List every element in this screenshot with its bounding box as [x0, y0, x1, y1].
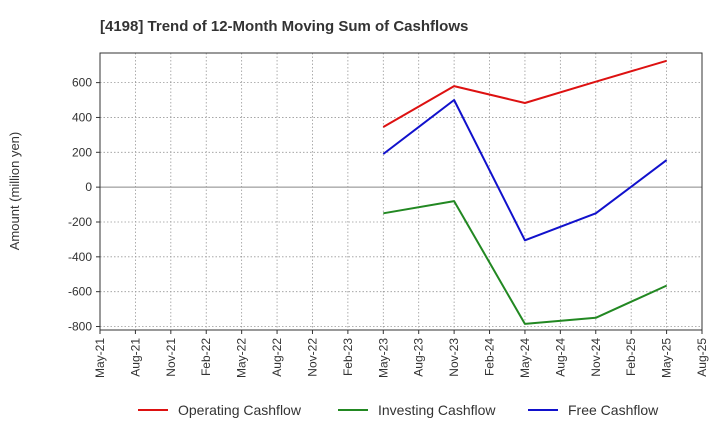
- series-lines: [382, 59, 668, 325]
- y-tick-label: -400: [68, 250, 92, 264]
- x-tick-label: Nov-23: [447, 338, 461, 377]
- x-tick-label: Feb-23: [341, 338, 355, 376]
- x-tick-label: Aug-24: [553, 338, 567, 377]
- legend-label: Operating Cashflow: [178, 402, 302, 418]
- y-tick-label: -800: [68, 320, 92, 334]
- y-tick-label: -600: [68, 285, 92, 299]
- x-tick-label: Feb-25: [624, 338, 638, 376]
- x-tick-label: Aug-25: [695, 338, 709, 377]
- legend: Operating Cashflow Investing Cashflow Free…: [138, 402, 659, 418]
- legend-label: Free Cashflow: [568, 402, 659, 418]
- x-tick-label: Feb-22: [199, 338, 213, 376]
- series-line-investing-cashflow: [383, 200, 668, 325]
- y-tick-label: 600: [72, 76, 92, 90]
- x-tick-label: Aug-22: [270, 338, 284, 377]
- x-tick-label: Aug-23: [412, 338, 426, 377]
- y-tick-label: 0: [85, 180, 92, 194]
- y-tick-label: -200: [68, 215, 92, 229]
- legend-label: Investing Cashflow: [378, 402, 496, 418]
- x-tick-label: Feb-24: [483, 338, 497, 376]
- y-axis-label: Amount (million yen): [7, 132, 22, 251]
- x-tick-label: May-22: [235, 338, 249, 378]
- series-line-free-cashflow: [382, 99, 668, 242]
- y-tick-label: 200: [72, 145, 92, 159]
- chart-title: [4198] Trend of 12-Month Moving Sum of C…: [100, 18, 468, 35]
- x-tick-label: May-23: [376, 338, 390, 378]
- x-tick-label: Aug-21: [128, 338, 142, 377]
- grid: [99, 53, 703, 330]
- axes: May-21 Aug-21 Nov-21 Feb-22 May-22 Aug-22 Nov-…: [68, 52, 709, 378]
- x-tick-label: May-24: [518, 338, 532, 378]
- x-tick-label: Nov-24: [589, 338, 603, 377]
- x-tick-label: Nov-21: [164, 338, 178, 377]
- plot-frame: [99, 52, 703, 331]
- series-line-operating-cashflow: [382, 59, 667, 128]
- y-tick-label: 400: [72, 110, 92, 124]
- x-tick-label: May-21: [93, 338, 107, 378]
- x-tick-label: Nov-22: [305, 338, 319, 377]
- x-tick-label: May-25: [660, 338, 674, 378]
